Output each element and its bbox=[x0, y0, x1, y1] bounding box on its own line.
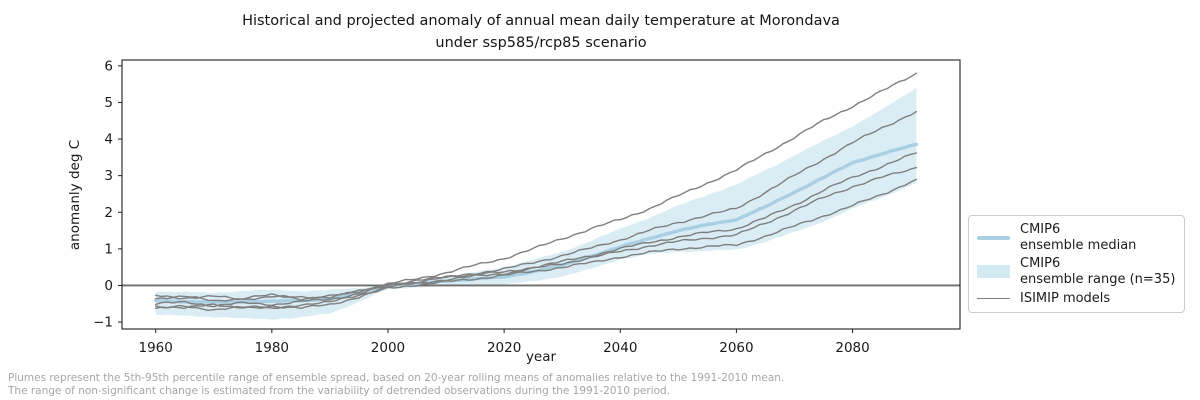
x-tick-label: 1960 bbox=[139, 340, 173, 356]
isimip-model-5-line bbox=[155, 178, 918, 311]
legend: CMIP6 ensemble median CMIP6 ensemble ran… bbox=[968, 215, 1185, 313]
legend-label-range-line2: ensemble range (n=35) bbox=[1020, 271, 1176, 287]
median-line-swatch bbox=[977, 235, 1010, 240]
y-tick-label: 5 bbox=[104, 95, 113, 111]
legend-label-isimip: ISIMIP models bbox=[1020, 290, 1111, 306]
y-tick-label: 6 bbox=[104, 58, 113, 74]
legend-item-ensemble-median: CMIP6 ensemble median bbox=[977, 222, 1176, 253]
y-tick-label: 2 bbox=[104, 205, 113, 221]
isimip-model-1-line bbox=[155, 72, 918, 302]
x-axis-label: year bbox=[525, 349, 557, 365]
y-tick-label: 4 bbox=[104, 132, 113, 148]
legend-item-isimip-models: ISIMIP models bbox=[977, 291, 1176, 307]
y-axis-label: anomanly deg C bbox=[67, 139, 83, 251]
y-tick-label: 3 bbox=[104, 168, 113, 184]
range-fill-swatch bbox=[977, 265, 1010, 279]
axes-frame bbox=[121, 59, 961, 330]
x-tick-label: 2080 bbox=[835, 340, 869, 356]
isimip-line-swatch bbox=[977, 297, 1010, 299]
x-tick-label: 2060 bbox=[719, 340, 753, 356]
y-tick-label: 0 bbox=[104, 278, 113, 294]
y-tick-label: 1 bbox=[104, 241, 113, 257]
legend-label-range-line1: CMIP6 bbox=[1020, 256, 1061, 272]
x-tick-label: 2020 bbox=[487, 340, 521, 356]
chart-title-line2: under ssp585/rcp85 scenario bbox=[435, 35, 647, 51]
legend-item-ensemble-range: CMIP6 ensemble range (n=35) bbox=[977, 256, 1176, 287]
legend-label-median-line1: CMIP6 bbox=[1020, 222, 1061, 237]
isimip-model-2-line bbox=[155, 110, 918, 308]
footnote-line1: Plumes represent the 5th-95th percentile… bbox=[8, 372, 785, 384]
chart-title-line1: Historical and projected anomaly of annu… bbox=[242, 13, 840, 29]
x-tick-label: 2000 bbox=[371, 340, 405, 356]
ensemble-range-band bbox=[155, 87, 917, 320]
footnote-line2: The range of non-significant change is e… bbox=[8, 385, 670, 397]
legend-label-median-line2: ensemble median bbox=[1020, 237, 1137, 253]
x-tick-label: 1980 bbox=[255, 340, 289, 356]
y-tick-label: −1 bbox=[93, 315, 113, 331]
x-tick-label: 2040 bbox=[603, 340, 637, 356]
